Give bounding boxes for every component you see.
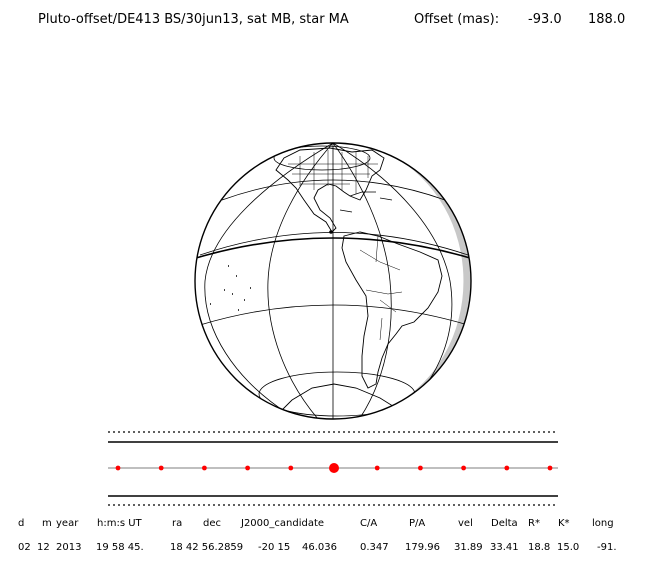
chord-point xyxy=(202,465,207,471)
chord-point xyxy=(288,465,294,471)
value-kstar: 15.0 xyxy=(557,542,580,553)
chord-point xyxy=(245,465,251,471)
closest-approach-point xyxy=(329,463,339,473)
value-vel: 31.89 xyxy=(454,542,483,553)
chord-strip xyxy=(108,431,558,506)
parallel-line xyxy=(199,232,469,256)
chord-point xyxy=(461,465,466,471)
table-header-row: d m year h:m:s UT ra dec J2000_candidate… xyxy=(0,518,645,536)
value-delta: 33.41 xyxy=(490,542,519,553)
south-america-borders xyxy=(359,235,403,341)
parallel-line xyxy=(221,179,446,201)
chord-point xyxy=(547,465,553,471)
col-header-ra: ra xyxy=(172,518,183,529)
south-america-outline xyxy=(341,231,443,389)
plot-title: Pluto-offset/DE413 BS/30jun13, sat MB, s… xyxy=(38,12,349,27)
globe-limb xyxy=(194,142,472,420)
globe-diagram xyxy=(108,142,558,506)
col-header-rstar: R* xyxy=(528,518,540,529)
value-year: 2013 xyxy=(56,542,82,553)
col-header-kstar: K* xyxy=(558,518,570,529)
chord-point xyxy=(374,465,380,471)
value-pa: 179.96 xyxy=(405,542,440,553)
value-dec: -20 15 xyxy=(258,542,291,553)
value-rstar: 18.8 xyxy=(528,542,551,553)
value-ra: 18 42 56.2859 xyxy=(170,542,244,553)
meridian-line xyxy=(332,143,453,413)
value-time: 19 58 45. xyxy=(96,542,144,553)
pacific-islands xyxy=(210,265,251,311)
sub-observer-point xyxy=(329,230,333,234)
value-dec-seconds: 46.036 xyxy=(302,542,337,553)
table-value-row: 02 12 2013 19 58 45. 18 42 56.2859 -20 1… xyxy=(0,542,645,560)
col-header-candidate: J2000_candidate xyxy=(241,518,325,529)
value-month: 12 xyxy=(37,542,50,553)
us-state-borders xyxy=(288,150,378,194)
col-header-dec: dec xyxy=(203,518,221,529)
antarctica-outline xyxy=(268,383,401,419)
shadow-crescent xyxy=(392,156,472,406)
value-day: 02 xyxy=(18,542,31,553)
col-header-time: h:m:s UT xyxy=(97,518,142,529)
chord-points xyxy=(115,463,553,473)
offset-label: Offset (mas): xyxy=(414,12,500,27)
col-header-pa: P/A xyxy=(409,518,426,529)
col-header-long: long xyxy=(592,518,614,529)
plot-header: Pluto-offset/DE413 BS/30jun13, sat MB, s… xyxy=(0,12,645,36)
col-header-d: d xyxy=(18,518,25,529)
equator-line xyxy=(195,237,471,259)
caribbean-outline xyxy=(339,191,393,213)
value-ca: 0.347 xyxy=(360,542,389,553)
meridian-line xyxy=(267,143,334,419)
polar-cap xyxy=(273,145,371,171)
offset-x-value: -93.0 xyxy=(528,12,562,27)
chord-point xyxy=(115,465,121,471)
col-header-delta: Delta xyxy=(491,518,518,529)
chord-point xyxy=(418,465,423,471)
col-header-m: m xyxy=(42,518,52,529)
north-america-outline xyxy=(275,147,385,233)
meridian-line xyxy=(204,143,334,416)
col-header-vel: vel xyxy=(458,518,473,529)
col-header-year: year xyxy=(56,518,79,529)
offset-y-value: 188.0 xyxy=(588,12,626,27)
value-long: -91. xyxy=(597,542,617,553)
parallel-line xyxy=(199,304,469,326)
chord-point xyxy=(504,465,510,471)
chord-point xyxy=(158,465,164,471)
col-header-ca: C/A xyxy=(360,518,378,529)
